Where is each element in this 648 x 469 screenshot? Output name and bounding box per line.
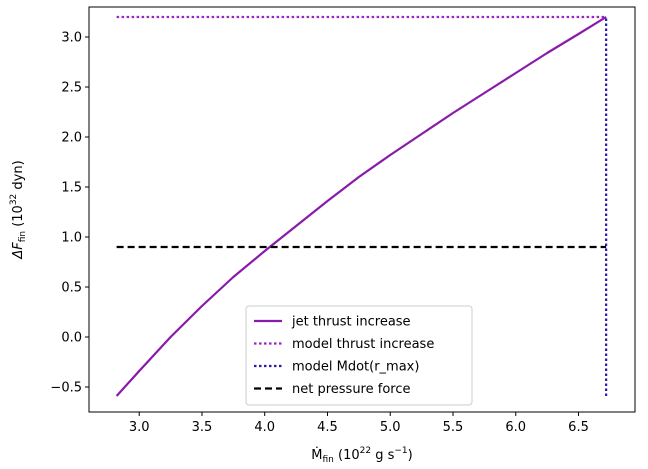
legend-entry: model thrust increase <box>292 337 434 352</box>
x-tick-label: 6.5 <box>568 420 589 435</box>
y-tick-label: 1.5 <box>61 181 82 196</box>
x-axis-label: Ṁfin (1022 g s−1) <box>311 446 412 465</box>
legend-entry: model Mdot(r_max) <box>292 360 419 375</box>
y-tick-label: 0.5 <box>61 281 82 296</box>
x-tick-label: 6.0 <box>505 420 526 435</box>
y-tick-label: 1.0 <box>61 231 82 246</box>
x-tick-label: 5.0 <box>380 420 401 435</box>
x-tick-label: 5.5 <box>443 420 464 435</box>
y-tick-label: 2.5 <box>61 81 82 96</box>
legend-entry: net pressure force <box>292 382 411 397</box>
x-tick-label: 4.5 <box>317 420 338 435</box>
y-axis-ticks: −0.5 0.0 0.5 1.0 1.5 2.0 2.5 3.0 <box>50 31 89 396</box>
legend: jet thrust increase model thrust increase… <box>246 306 472 405</box>
y-tick-label: 3.0 <box>61 31 82 46</box>
y-tick-label: 2.0 <box>61 131 82 146</box>
legend-entry: jet thrust increase <box>291 315 411 330</box>
x-tick-label: 3.5 <box>192 420 213 435</box>
y-tick-label: −0.5 <box>50 381 82 396</box>
x-tick-label: 3.0 <box>129 420 150 435</box>
x-tick-label: 4.0 <box>254 420 275 435</box>
y-tick-label: 0.0 <box>61 331 82 346</box>
x-axis-ticks: 3.0 3.5 4.0 4.5 5.0 5.5 6.0 6.5 <box>129 412 589 435</box>
y-axis-label: ΔFfin (1032 dyn) <box>9 160 28 259</box>
